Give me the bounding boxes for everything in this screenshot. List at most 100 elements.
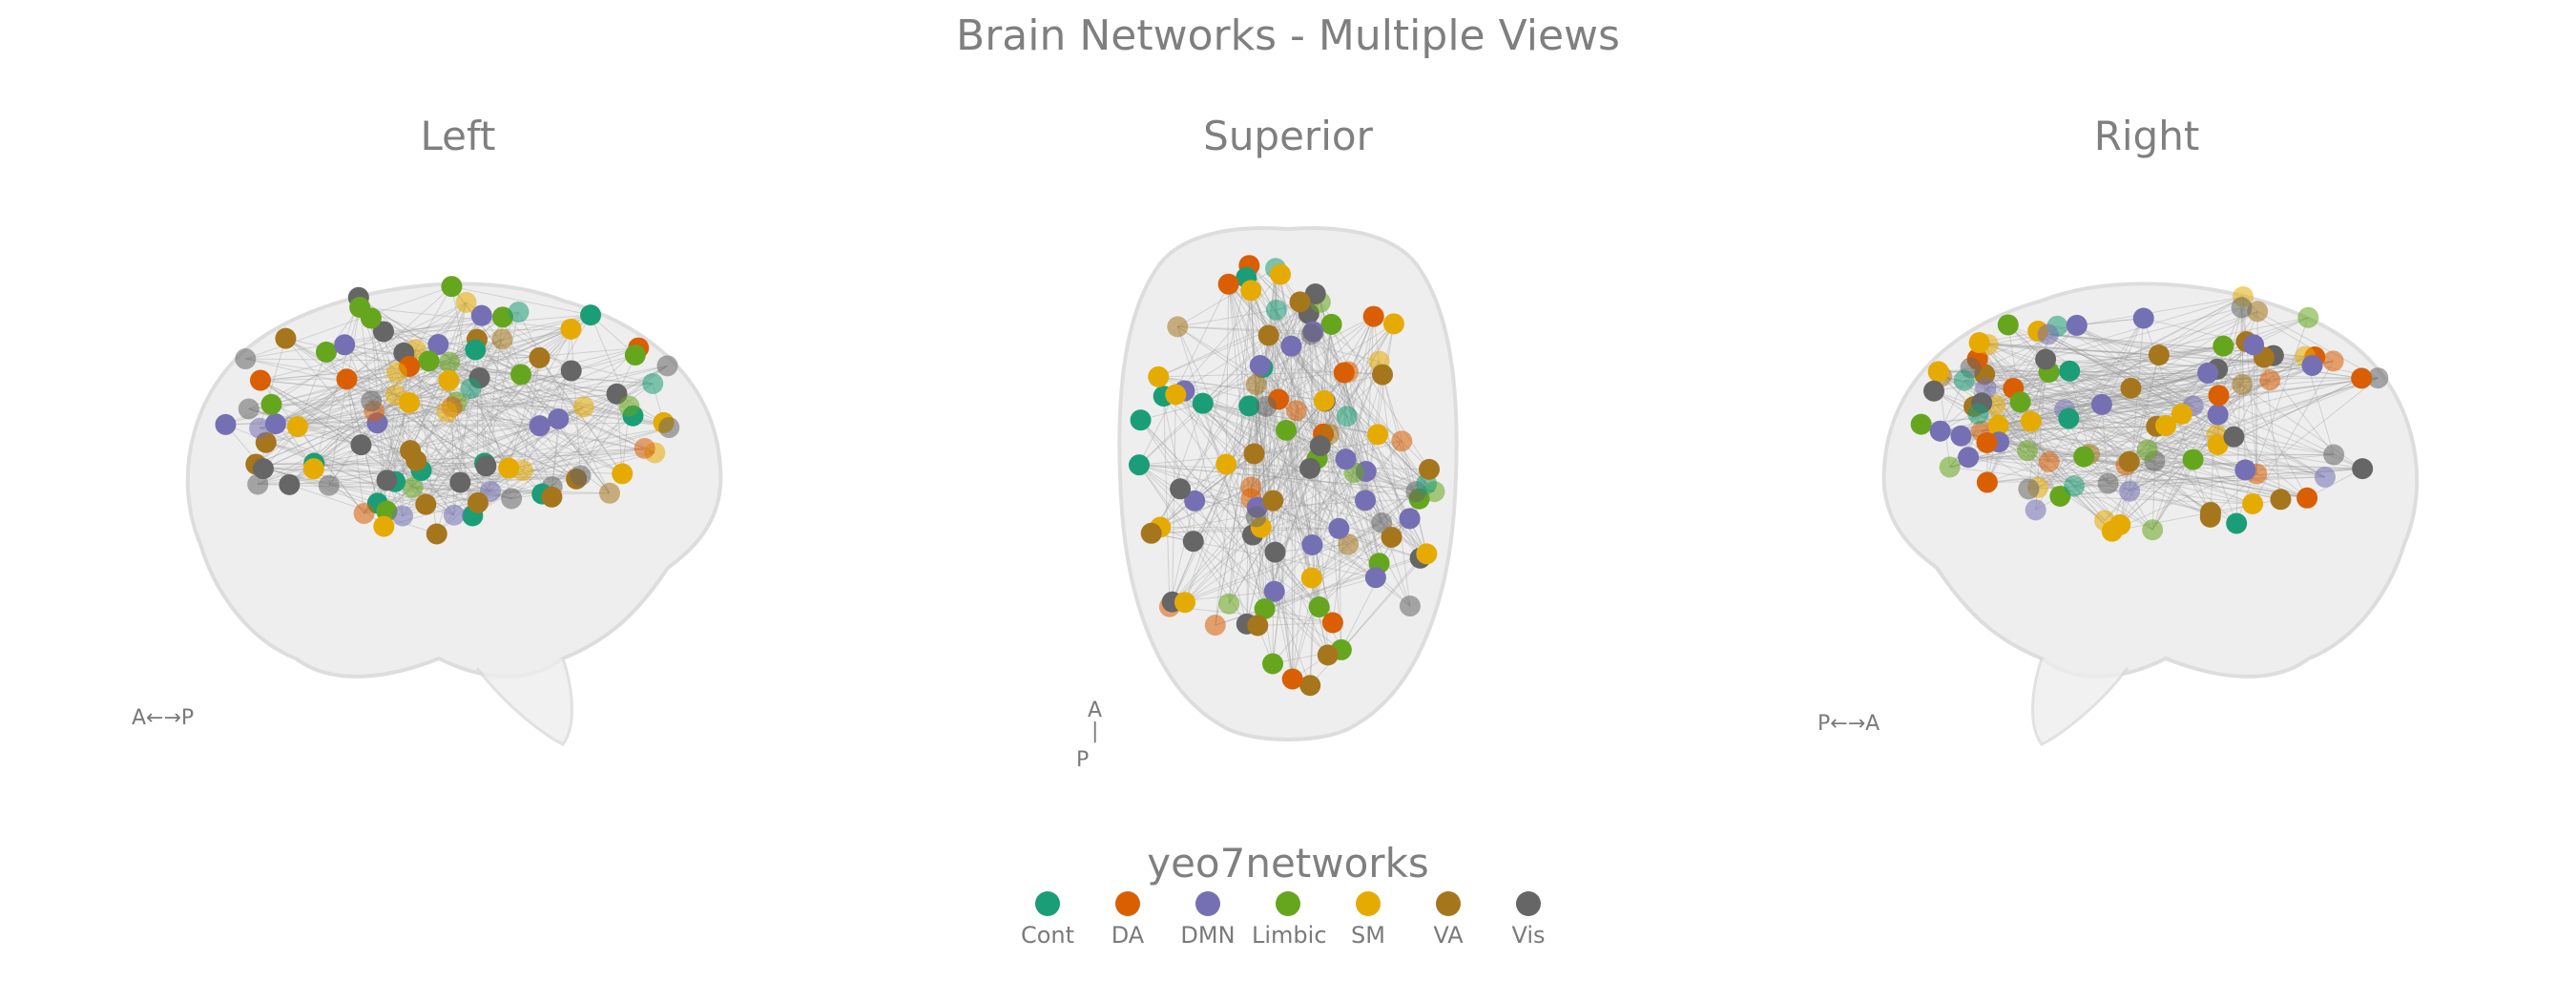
- network-edge: [426, 427, 670, 506]
- network-edge: [1265, 323, 1395, 407]
- network-edge: [1986, 371, 2050, 483]
- network-edge: [1250, 400, 1325, 488]
- right-brain-plot: [1881, 282, 2420, 746]
- legend-item-vis: Vis: [1492, 891, 1565, 949]
- network-edge: [1978, 356, 2316, 415]
- node-dmn: [1335, 449, 1357, 470]
- superior-view-title: Superior: [1203, 113, 1373, 159]
- network-edge: [1275, 470, 1367, 553]
- node-dmn: [1249, 355, 1271, 377]
- network-edge: [260, 365, 410, 382]
- network-edge: [377, 491, 491, 504]
- network-edge: [1265, 406, 1313, 546]
- node-limbic: [2136, 439, 2158, 461]
- node-dmn: [392, 505, 414, 527]
- superior-brain-plot: [1117, 226, 1459, 741]
- node-va: [1245, 374, 1267, 396]
- network-edge: [1949, 425, 2167, 468]
- network-edge: [1202, 403, 1313, 546]
- network-edge: [522, 357, 540, 471]
- network-edge: [2233, 355, 2275, 437]
- orientation-connector: |: [1091, 720, 1099, 743]
- network-edge: [1202, 403, 1266, 610]
- node-dmn: [334, 334, 356, 356]
- node-dmn: [548, 408, 570, 430]
- node-da: [353, 503, 375, 525]
- network-edge: [1328, 433, 1427, 485]
- legend-swatch: [1276, 891, 1300, 916]
- network-edge: [425, 317, 504, 505]
- network-edge: [1246, 410, 1298, 624]
- legend-label: VA: [1433, 922, 1464, 949]
- node-sm: [436, 401, 458, 423]
- network-edge: [1138, 283, 1230, 466]
- network-edge: [2007, 324, 2167, 427]
- legend-swatch: [1356, 891, 1381, 916]
- network-edge: [262, 448, 645, 470]
- node-sm: [2155, 414, 2177, 436]
- network-edge: [1184, 390, 1392, 538]
- network-edge: [2192, 406, 2237, 524]
- network-edge: [256, 463, 487, 467]
- network-edge: [1987, 344, 2218, 416]
- network-edge: [394, 411, 447, 483]
- network-edge: [2012, 334, 2049, 389]
- node-cont: [2059, 360, 2081, 382]
- node-vis: [1299, 457, 1321, 479]
- network-edge: [1319, 302, 1340, 529]
- network-edge: [408, 402, 540, 427]
- network-edge: [1346, 416, 1411, 607]
- node-da: [1976, 431, 1998, 453]
- network-edge: [259, 338, 286, 428]
- network-edge: [2026, 449, 2254, 505]
- network-edge: [1138, 464, 1435, 492]
- network-edge: [476, 339, 577, 480]
- network-edge: [2158, 310, 2258, 356]
- node-va: [1167, 316, 1189, 338]
- node-sm: [1977, 334, 1999, 356]
- node-sm: [1300, 567, 1322, 589]
- network-edge: [1246, 491, 1417, 625]
- network-edge: [2129, 444, 2218, 492]
- network-edge: [1340, 557, 1421, 651]
- network-edge: [1285, 429, 1334, 623]
- node-limbic: [1910, 413, 1932, 435]
- network-edge: [297, 383, 654, 428]
- network-edge: [1257, 331, 1314, 508]
- network-edge: [325, 316, 504, 353]
- orientation-label-bottom: P: [1076, 748, 1090, 772]
- network-edge: [1259, 365, 1417, 492]
- node-dmn: [2314, 466, 2336, 488]
- network-edge: [1346, 416, 1381, 564]
- network-edge: [1254, 445, 1320, 454]
- network-edge: [1174, 394, 1255, 454]
- node-dmn: [2197, 362, 2219, 384]
- network-edge: [1184, 517, 1410, 603]
- right-view: Right P←→A: [1717, 95, 2576, 840]
- legend-label: Cont: [1020, 922, 1075, 949]
- node-va: [426, 523, 447, 545]
- network-edge: [359, 306, 417, 462]
- network-edge: [2256, 377, 2379, 475]
- node-da: [1285, 400, 1307, 422]
- legend-label: DA: [1111, 922, 1145, 949]
- network-edge: [328, 306, 361, 486]
- network-edge: [472, 415, 634, 516]
- network-edge: [377, 354, 635, 424]
- node-va: [1338, 533, 1360, 555]
- node-va: [467, 491, 488, 513]
- network-edge: [313, 418, 559, 470]
- network-edge: [1175, 394, 1382, 524]
- network-edge: [1276, 309, 1311, 469]
- node-da: [336, 368, 358, 390]
- network-edge: [1312, 491, 1417, 546]
- network-edge: [1172, 302, 1300, 602]
- network-edge: [2060, 495, 2254, 505]
- node-limbic: [1262, 653, 1284, 675]
- node-va: [541, 486, 563, 508]
- node-sm: [1215, 453, 1237, 475]
- network-edge: [383, 331, 397, 396]
- network-edge: [1285, 429, 1340, 530]
- network-edge: [2068, 418, 2212, 513]
- network-edge: [2129, 491, 2212, 513]
